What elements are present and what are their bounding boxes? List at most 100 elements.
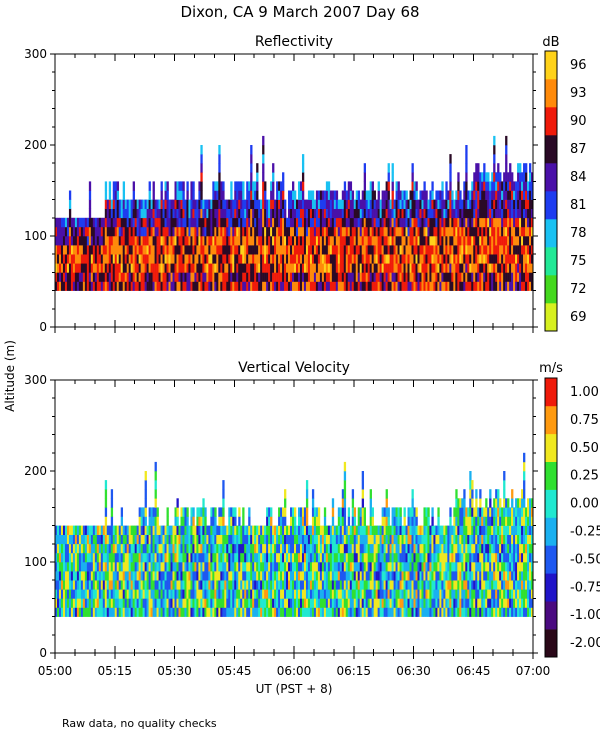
heatmap-cell	[268, 226, 271, 237]
heatmap-cell	[399, 226, 402, 237]
heatmap-cell	[160, 589, 163, 599]
heatmap-cell	[351, 263, 355, 273]
heatmap-cell	[415, 562, 418, 572]
heatmap-cell	[76, 543, 80, 554]
heatmap-cell	[132, 552, 135, 563]
heatmap-cell	[72, 589, 76, 599]
heatmap-cell	[311, 525, 315, 535]
heatmap-cell	[292, 254, 295, 264]
heatmap-cell	[68, 281, 72, 291]
heatmap-cell	[341, 272, 345, 282]
heatmap-cell	[278, 571, 281, 581]
heatmap-cell	[295, 281, 299, 291]
heatmap-cell	[170, 525, 173, 535]
heatmap-cell	[126, 272, 129, 282]
heatmap-cell	[116, 217, 120, 228]
heatmap-cell	[481, 208, 484, 219]
heatmap-cell	[116, 281, 120, 291]
heatmap-cell	[70, 245, 74, 255]
heatmap-cell	[399, 217, 402, 228]
heatmap-cell	[429, 525, 432, 535]
heatmap-cell	[242, 607, 245, 617]
heatmap-cell	[180, 245, 183, 255]
heatmap-cell	[479, 181, 482, 191]
heatmap-cell	[411, 562, 414, 572]
heatmap-cell	[180, 589, 183, 599]
heatmap-cell	[250, 589, 253, 599]
heatmap-cell	[427, 607, 430, 617]
heatmap-cell	[58, 534, 62, 545]
heatmap-cell	[451, 245, 454, 255]
heatmap-cell	[178, 580, 181, 590]
heatmap-cell	[301, 534, 305, 545]
heatmap-cell	[339, 516, 343, 526]
heatmap-cell	[204, 263, 207, 273]
heatmap-cell	[325, 281, 329, 291]
heatmap-cell	[170, 562, 173, 572]
heatmap-cell	[190, 552, 193, 563]
heatmap-cell	[457, 281, 460, 291]
heatmap-cell	[487, 226, 490, 237]
heatmap-cell	[84, 543, 88, 554]
heatmap-cell	[108, 598, 112, 608]
heatmap-cell	[329, 589, 333, 599]
heatmap-cell	[196, 199, 199, 209]
heatmap-cell	[196, 254, 199, 264]
heatmap-cell	[116, 598, 120, 608]
heatmap-cell	[282, 245, 285, 255]
heatmap-cell	[405, 236, 408, 246]
heatmap-cell	[527, 263, 530, 273]
heatmap-cell	[329, 226, 333, 237]
heatmap-cell	[292, 272, 295, 282]
heatmap-cell	[329, 263, 333, 273]
heatmap-cell	[128, 552, 131, 563]
heatmap-cell	[88, 181, 92, 191]
heatmap-cell	[317, 598, 321, 608]
heatmap-cell	[385, 226, 388, 237]
heatmap-cell	[142, 598, 145, 608]
heatmap-cell	[154, 607, 157, 617]
heatmap-cell	[294, 507, 297, 517]
heatmap-cell	[66, 571, 70, 581]
heatmap-cell	[266, 217, 269, 228]
heatmap-cell	[196, 208, 199, 219]
heatmap-cell	[280, 607, 283, 617]
heatmap-cell	[90, 263, 94, 273]
heatmap-cell	[174, 580, 177, 590]
heatmap-cell	[258, 217, 261, 228]
heatmap-cell	[313, 589, 317, 599]
heatmap-cell	[190, 236, 193, 246]
heatmap-cell	[369, 562, 372, 572]
heatmap-cell	[284, 516, 287, 526]
heatmap-cell	[429, 589, 432, 599]
heatmap-cell	[347, 543, 351, 554]
heatmap-cell	[349, 552, 353, 563]
heatmap-cell	[204, 607, 207, 617]
heatmap-cell	[339, 217, 343, 228]
heatmap-cell	[359, 534, 363, 545]
heatmap-cell	[288, 552, 291, 563]
heatmap-cell	[425, 571, 428, 581]
heatmap-cell	[176, 190, 179, 200]
heatmap-cell	[220, 226, 223, 237]
heatmap-cell	[431, 217, 434, 228]
heatmap-cell	[84, 525, 88, 535]
heatmap-cell	[391, 199, 394, 209]
heatmap-cell	[503, 172, 506, 182]
heatmap-cell	[477, 226, 480, 237]
heatmap-cell	[192, 208, 195, 219]
heatmap-cell	[343, 217, 347, 228]
heatmap-cell	[156, 562, 159, 572]
heatmap-cell	[284, 199, 287, 209]
heatmap-cell	[282, 571, 285, 581]
heatmap-cell	[523, 226, 526, 237]
heatmap-cell	[423, 562, 426, 572]
heatmap-cell	[327, 598, 331, 608]
heatmap-cell	[268, 208, 271, 219]
heatmap-cell	[449, 163, 452, 173]
heatmap-cell	[238, 245, 241, 255]
heatmap-cell	[148, 263, 151, 273]
heatmap-cell	[343, 534, 347, 545]
heatmap-cell	[349, 562, 353, 572]
